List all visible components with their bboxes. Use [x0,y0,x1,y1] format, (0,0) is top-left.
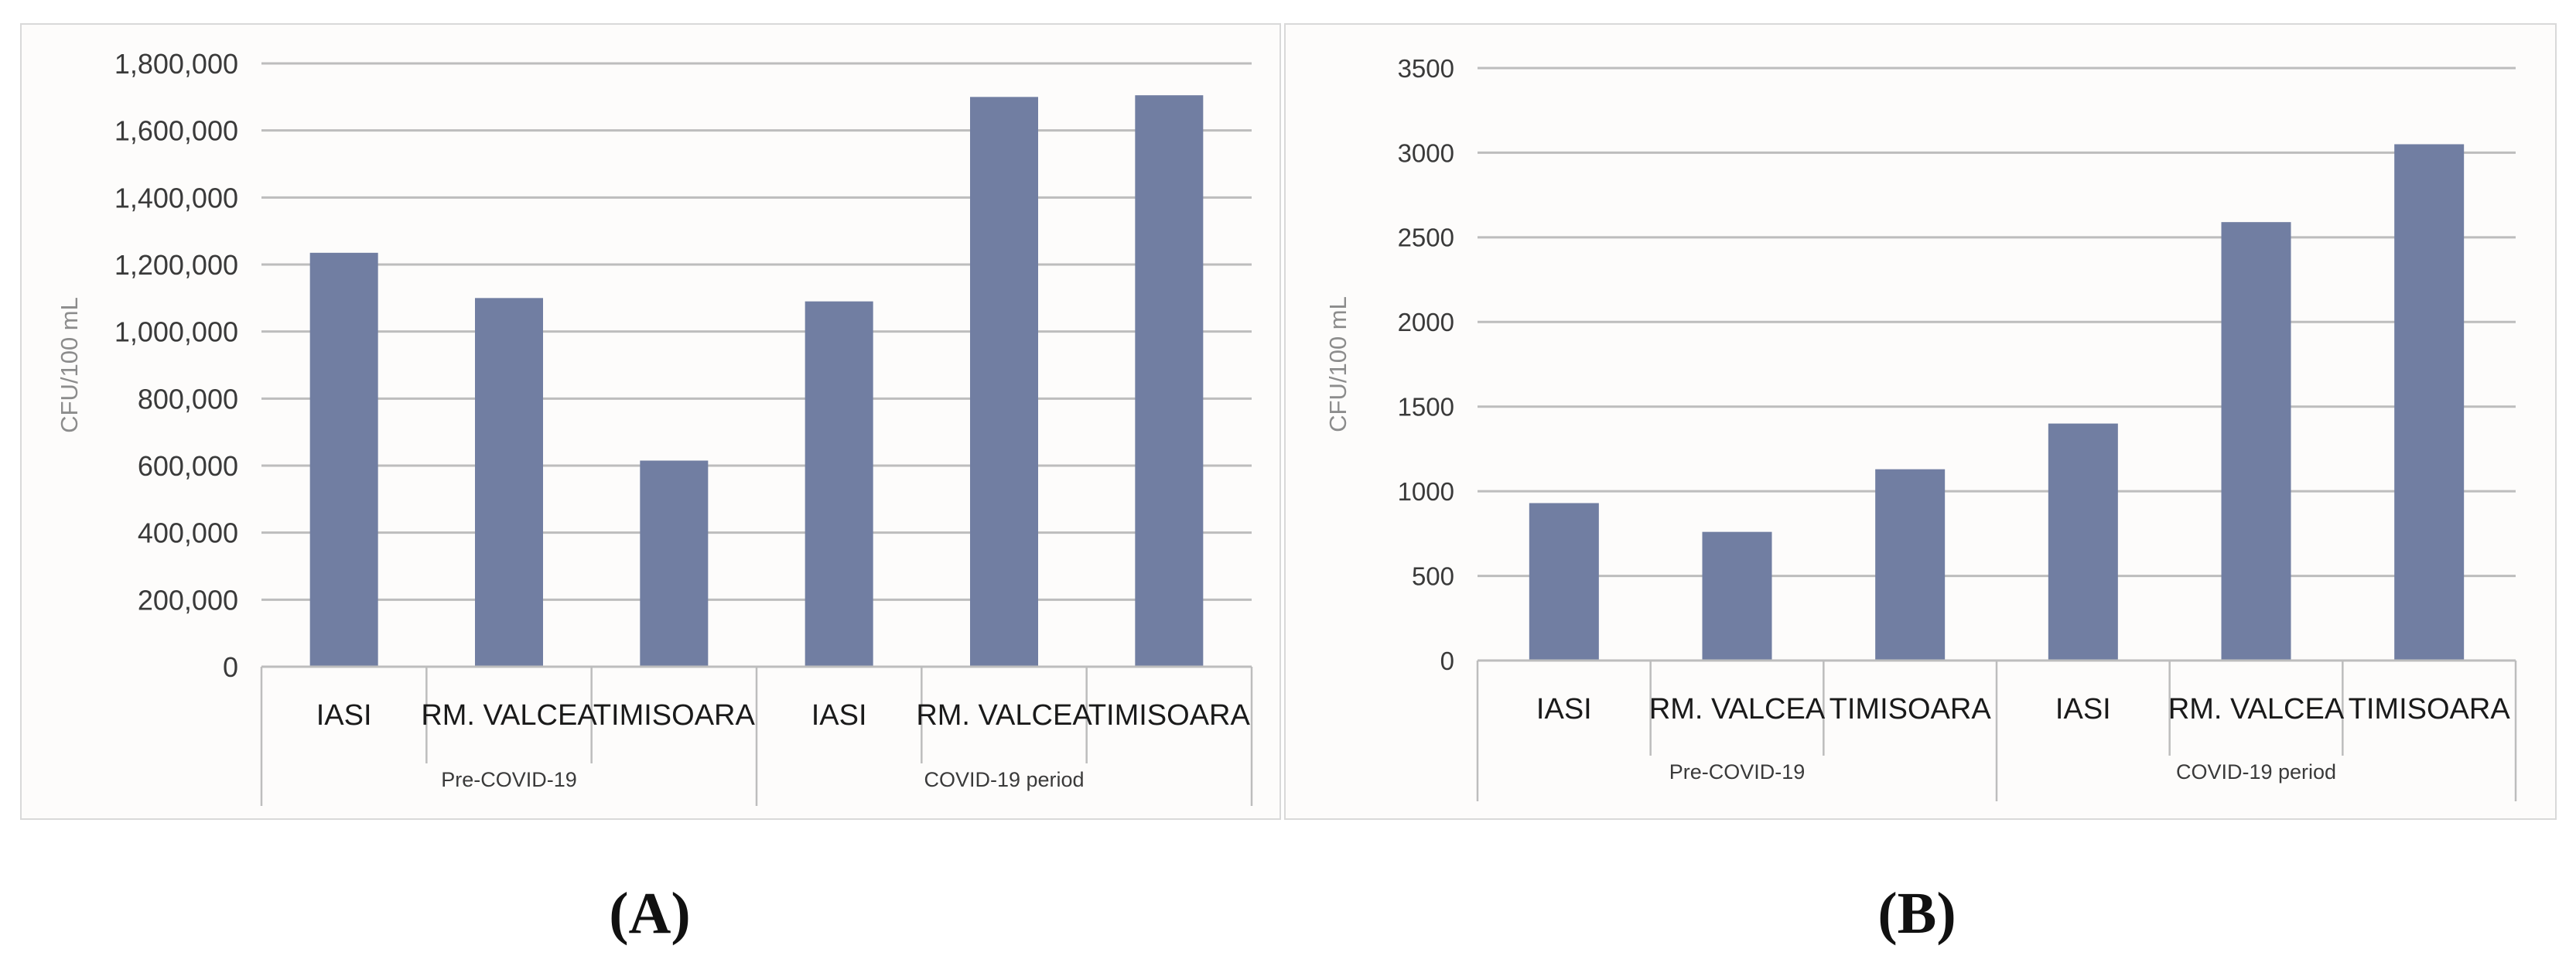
category-label-a-1: RM. VALCEA [421,699,597,732]
y-tick-label-a-7: 1,400,000 [114,182,238,213]
y-axis-label-b: CFU/100 mL [1324,296,1351,432]
category-label-b-0: IASI [1536,693,1592,725]
y-tick-label-b-0: 0 [1440,647,1454,675]
y-tick-label-a-5: 1,000,000 [114,316,238,348]
category-label-a-2: TIMISOARA [593,699,756,732]
group-label-a-1: COVID-19 period [924,768,1084,791]
y-tick-label-b-7: 3500 [1398,54,1454,83]
y-tick-label-b-5: 2500 [1398,224,1454,252]
y-tick-label-a-4: 800,000 [138,383,238,415]
y-tick-label-a-0: 0 [223,651,238,683]
y-tick-label-a-6: 1,200,000 [114,249,238,281]
group-label-b-0: Pre-COVID-19 [1669,760,1806,784]
category-label-b-1: RM. VALCEA [1649,693,1826,725]
bar-b-1 [1702,531,1772,661]
category-label-a-5: TIMISOARA [1088,699,1251,732]
category-label-b-5: TIMISOARA [2349,693,2511,725]
chart-b-svg: 0 500 1000 1500 2000 2500 3000 3500 CFU/100 mL IA… [1324,54,2517,801]
bar-b-3 [2048,423,2118,661]
category-label-b-4: RM. VALCEA [2168,693,2345,725]
group-label-a-0: Pre-COVID-19 [441,768,577,791]
bar-a-0 [309,252,378,667]
category-label-a-3: IASI [811,699,867,732]
y-tick-label-a-9: 1,800,000 [114,48,238,80]
caption-a: (A) [609,881,691,946]
y-tick-label-b-1: 500 [1412,562,1454,590]
bar-b-0 [1529,503,1599,661]
bar-a-3 [805,301,873,667]
y-tick-label-a-1: 200,000 [138,584,238,616]
bar-a-4 [970,97,1038,667]
bar-b-2 [1875,469,1946,661]
y-tick-label-b-6: 3000 [1398,138,1454,167]
chart-panel-a: 0 200,000 400,000 600,000 800,000 1,000,000 1,… [20,23,1281,820]
y-axis-label-a: CFU/100 mL [56,297,83,433]
chart-panel-b: 0 500 1000 1500 2000 2500 3000 3500 CFU/100 mL IA… [1284,23,2557,820]
y-tick-label-a-8: 1,600,000 [114,115,238,147]
bar-b-4 [2221,222,2291,661]
bar-b-5 [2394,144,2465,661]
category-label-b-3: IASI [2055,693,2111,725]
caption-b: (B) [1877,881,1956,946]
y-tick-label-b-4: 2000 [1398,308,1454,336]
bar-a-2 [640,460,709,667]
y-tick-label-a-3: 600,000 [138,450,238,482]
y-tick-label-b-2: 1000 [1398,477,1454,506]
chart-a-svg: 0 200,000 400,000 600,000 800,000 1,000,000 1,… [56,48,1253,806]
y-tick-label-a-2: 400,000 [138,517,238,549]
category-label-a-0: IASI [316,699,372,732]
category-label-a-4: RM. VALCEA [916,699,1092,732]
category-label-b-2: TIMISOARA [1830,693,1992,725]
y-tick-label-b-3: 1500 [1398,393,1454,422]
group-label-b-1: COVID-19 period [2176,760,2336,784]
bar-a-1 [475,298,543,667]
bar-a-5 [1135,95,1204,667]
